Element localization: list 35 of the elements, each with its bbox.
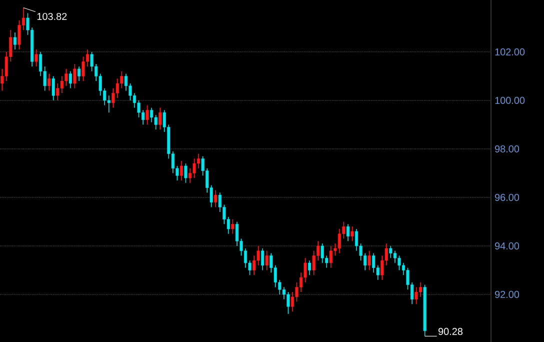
candlestick [214,190,218,208]
candlestick [146,104,149,126]
candlestick [158,107,162,130]
candlestick [192,158,196,178]
candlestick [346,224,350,242]
candlestick [82,56,85,82]
candlestick [350,226,354,242]
candlestick [18,20,21,50]
candlestick [73,64,76,89]
candlestick [261,248,264,271]
y-tick-label: 102.00 [495,48,525,56]
candlestick [68,70,72,89]
y-tick-label: 94.00 [494,242,520,250]
candlestick [56,83,60,101]
candlestick [13,32,16,50]
candlestick [414,286,418,305]
candlestick [372,252,376,274]
candlestick [184,163,188,184]
candlestick [34,49,38,67]
annotation: 90.28 [438,328,463,335]
y-tick-label: 96.00 [494,194,520,201]
candlestick [265,250,268,271]
annotation: 103.82 [37,12,67,20]
y-tick-label: 98.00 [494,145,520,152]
candlestick [48,73,51,92]
y-tick-label: 92.00 [494,290,520,298]
candlestick [231,218,234,234]
candlestick [180,160,183,181]
y-tick-label: 100.00 [495,96,525,104]
candlestick [308,260,312,276]
candlestick [150,107,154,123]
candlestick [368,250,371,271]
candlestick [77,66,81,82]
candlestick [52,76,55,101]
candlestick [389,246,392,258]
